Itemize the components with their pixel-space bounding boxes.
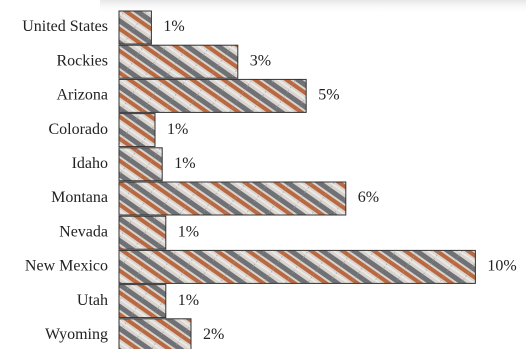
bar xyxy=(118,147,163,182)
value-label: 3% xyxy=(250,52,271,69)
category-label: Montana xyxy=(51,189,108,206)
bar xyxy=(118,181,347,216)
value-label: 2% xyxy=(203,326,224,343)
bar xyxy=(118,113,156,148)
value-label: 1% xyxy=(167,121,188,138)
bar xyxy=(118,78,307,113)
bar xyxy=(118,318,192,349)
bar xyxy=(118,249,476,284)
value-label: 1% xyxy=(178,292,199,309)
category-label: United States xyxy=(22,18,108,35)
bar xyxy=(118,10,152,45)
category-label: Utah xyxy=(77,292,108,309)
value-label: 10% xyxy=(487,258,516,275)
top-shade xyxy=(100,0,526,14)
category-label: New Mexico xyxy=(25,258,108,275)
category-label: Colorado xyxy=(48,121,108,138)
value-label: 6% xyxy=(358,189,379,206)
bar xyxy=(118,284,167,319)
category-label: Arizona xyxy=(56,87,108,104)
value-label: 1% xyxy=(178,223,199,240)
category-label: Rockies xyxy=(56,52,108,69)
category-label: Wyoming xyxy=(45,326,108,343)
category-label: Idaho xyxy=(72,155,108,172)
value-label: 5% xyxy=(318,87,339,104)
value-label: 1% xyxy=(163,18,184,35)
value-label: 1% xyxy=(174,155,195,172)
bar xyxy=(118,44,239,79)
category-label: Nevada xyxy=(59,223,108,240)
bar xyxy=(118,215,167,250)
